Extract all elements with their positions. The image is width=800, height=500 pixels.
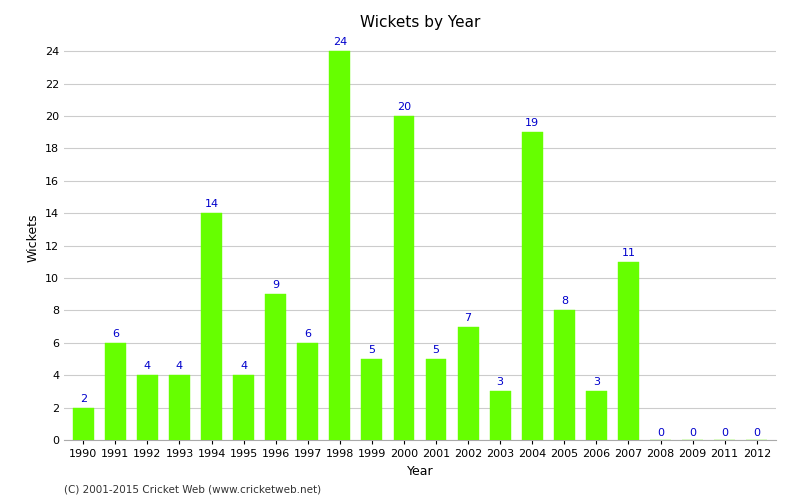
Text: 24: 24 <box>333 37 347 47</box>
Bar <box>330 51 350 440</box>
Bar <box>233 375 254 440</box>
Text: 14: 14 <box>205 199 218 209</box>
Bar <box>586 392 607 440</box>
X-axis label: Year: Year <box>406 464 434 477</box>
Text: 2: 2 <box>80 394 87 404</box>
Bar <box>522 132 542 440</box>
Text: 6: 6 <box>304 329 311 339</box>
Text: 6: 6 <box>112 329 119 339</box>
Text: 0: 0 <box>754 428 760 438</box>
Text: 5: 5 <box>368 345 375 355</box>
Text: 3: 3 <box>497 378 504 388</box>
Bar <box>394 116 414 440</box>
Bar <box>169 375 190 440</box>
Text: 20: 20 <box>397 102 411 112</box>
Text: 7: 7 <box>465 312 472 322</box>
Bar <box>201 213 222 440</box>
Y-axis label: Wickets: Wickets <box>26 213 39 262</box>
Text: 0: 0 <box>689 428 696 438</box>
Text: 19: 19 <box>525 118 539 128</box>
Text: 5: 5 <box>433 345 439 355</box>
Bar <box>298 343 318 440</box>
Bar <box>618 262 639 440</box>
Text: 0: 0 <box>721 428 728 438</box>
Text: 11: 11 <box>622 248 635 258</box>
Text: (C) 2001-2015 Cricket Web (www.cricketweb.net): (C) 2001-2015 Cricket Web (www.cricketwe… <box>64 485 321 495</box>
Bar <box>458 326 478 440</box>
Bar <box>426 359 446 440</box>
Text: 0: 0 <box>657 428 664 438</box>
Bar <box>554 310 574 440</box>
Bar <box>73 408 94 440</box>
Bar <box>490 392 510 440</box>
Text: 4: 4 <box>144 361 151 371</box>
Text: 3: 3 <box>593 378 600 388</box>
Bar <box>137 375 158 440</box>
Bar <box>266 294 286 440</box>
Text: 9: 9 <box>272 280 279 290</box>
Bar <box>105 343 126 440</box>
Bar <box>362 359 382 440</box>
Text: 4: 4 <box>240 361 247 371</box>
Title: Wickets by Year: Wickets by Year <box>360 14 480 30</box>
Text: 4: 4 <box>176 361 183 371</box>
Text: 8: 8 <box>561 296 568 306</box>
